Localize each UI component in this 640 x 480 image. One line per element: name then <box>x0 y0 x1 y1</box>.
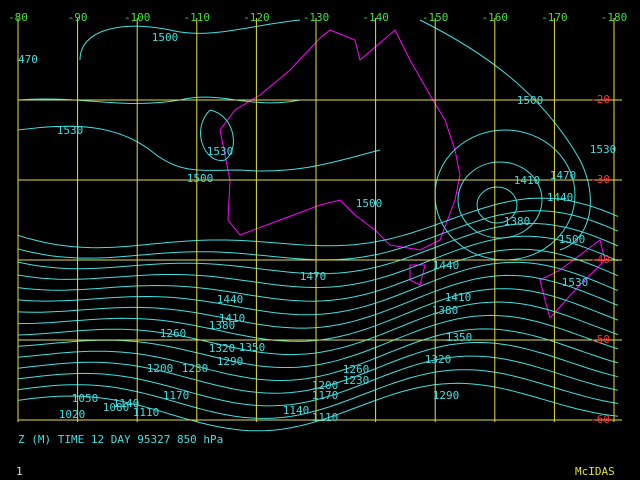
longitude-label: -140 <box>362 11 389 24</box>
longitude-label: -120 <box>243 11 270 24</box>
contour-label: 1500 <box>152 31 179 44</box>
contour-label: 1140 <box>113 397 140 410</box>
contour-line <box>17 328 619 382</box>
contour-line <box>17 369 619 419</box>
contour-label: 1350 <box>239 341 266 354</box>
contour-label: 470 <box>18 53 38 66</box>
australia-coast <box>219 29 461 251</box>
contour-label: 1260 <box>160 327 187 340</box>
contour-label: 1320 <box>209 342 236 355</box>
contour-line <box>17 248 619 302</box>
contour-label: 1530 <box>590 143 617 156</box>
contour-label: 1530 <box>562 276 589 289</box>
contour-label: 1470 <box>300 270 327 283</box>
coastlines <box>219 29 606 320</box>
contour-line <box>17 342 619 394</box>
latitude-label: -50 <box>590 333 610 346</box>
longitude-label: -90 <box>68 11 88 24</box>
graticule <box>17 18 622 422</box>
longitude-label: -150 <box>422 11 449 24</box>
longitude-label: -110 <box>184 11 211 24</box>
contour-line <box>17 235 619 289</box>
contour-label: 1500 <box>517 94 544 107</box>
new-zealand-coast <box>539 239 606 320</box>
contour-line <box>17 222 619 275</box>
contour-label: 1080 <box>103 401 130 414</box>
longitude-label: -160 <box>482 11 509 24</box>
contour-line <box>476 186 518 224</box>
contour-line <box>419 19 591 251</box>
contour-label: 1530 <box>57 124 84 137</box>
frame-number: 1 <box>16 465 23 478</box>
contour-line <box>17 355 619 407</box>
longitude-label: -170 <box>541 11 568 24</box>
contour-label: 1410 <box>514 174 541 187</box>
contour-label: 1110 <box>312 411 339 424</box>
longitude-label: -100 <box>124 11 151 24</box>
caption: Z (M) TIME 12 DAY 95327 850 hPa <box>18 433 223 446</box>
contour-line <box>17 125 381 172</box>
contour-label: 1230 <box>182 362 209 375</box>
contour-line <box>17 301 619 356</box>
contour-line <box>200 109 234 161</box>
contour-label: 1200 <box>312 379 339 392</box>
contour-label: 1050 <box>72 392 99 405</box>
contour-label: 1200 <box>147 362 174 375</box>
contour-label: 1170 <box>163 389 190 402</box>
contour-label: 1290 <box>217 355 244 368</box>
contour-label: 1380 <box>432 304 459 317</box>
contour-line <box>17 274 619 329</box>
contour-label: 1350 <box>446 331 473 344</box>
contour-label: 1140 <box>283 404 310 417</box>
contour-label: 1470 <box>550 169 577 182</box>
contour-label: 1380 <box>209 319 236 332</box>
contour-label: 1500 <box>559 233 586 246</box>
latitude-label: -60 <box>590 413 610 426</box>
contour-label: 1440 <box>547 191 574 204</box>
contour-label: 1170 <box>312 389 339 402</box>
longitude-label: -130 <box>303 11 330 24</box>
contour-label: 1500 <box>187 172 214 185</box>
contour-label: 1380 <box>504 215 531 228</box>
contour-label: 1530 <box>207 145 234 158</box>
contour-label: 1500 <box>356 197 383 210</box>
brand: McIDAS <box>575 465 615 478</box>
labels: -80 -90 -100 -110 -120 -130 -140 -150 -160 -170 -1… <box>8 11 627 426</box>
contour-label: 1230 <box>343 374 370 387</box>
contour-label: 1020 <box>59 408 86 421</box>
contour-label: 1440 <box>217 293 244 306</box>
contour-label: 1410 <box>445 291 472 304</box>
tasmania-coast <box>409 264 426 286</box>
latitude-label: -40 <box>590 253 610 266</box>
contour-label: 1110 <box>133 406 160 419</box>
contour-line <box>17 382 619 432</box>
latitude-label: -20 <box>590 93 610 106</box>
longitude-label: -180 <box>601 11 628 24</box>
contour-label: 1440 <box>433 259 460 272</box>
contour-label: 1410 <box>219 312 246 325</box>
contour-line <box>17 197 619 249</box>
latitude-label: -30 <box>590 173 610 186</box>
contour-line <box>17 261 619 316</box>
contour-label: 1320 <box>425 353 452 366</box>
longitude-label: -80 <box>8 11 28 24</box>
contour-label: 1260 <box>343 363 370 376</box>
contour-label: 1290 <box>433 389 460 402</box>
